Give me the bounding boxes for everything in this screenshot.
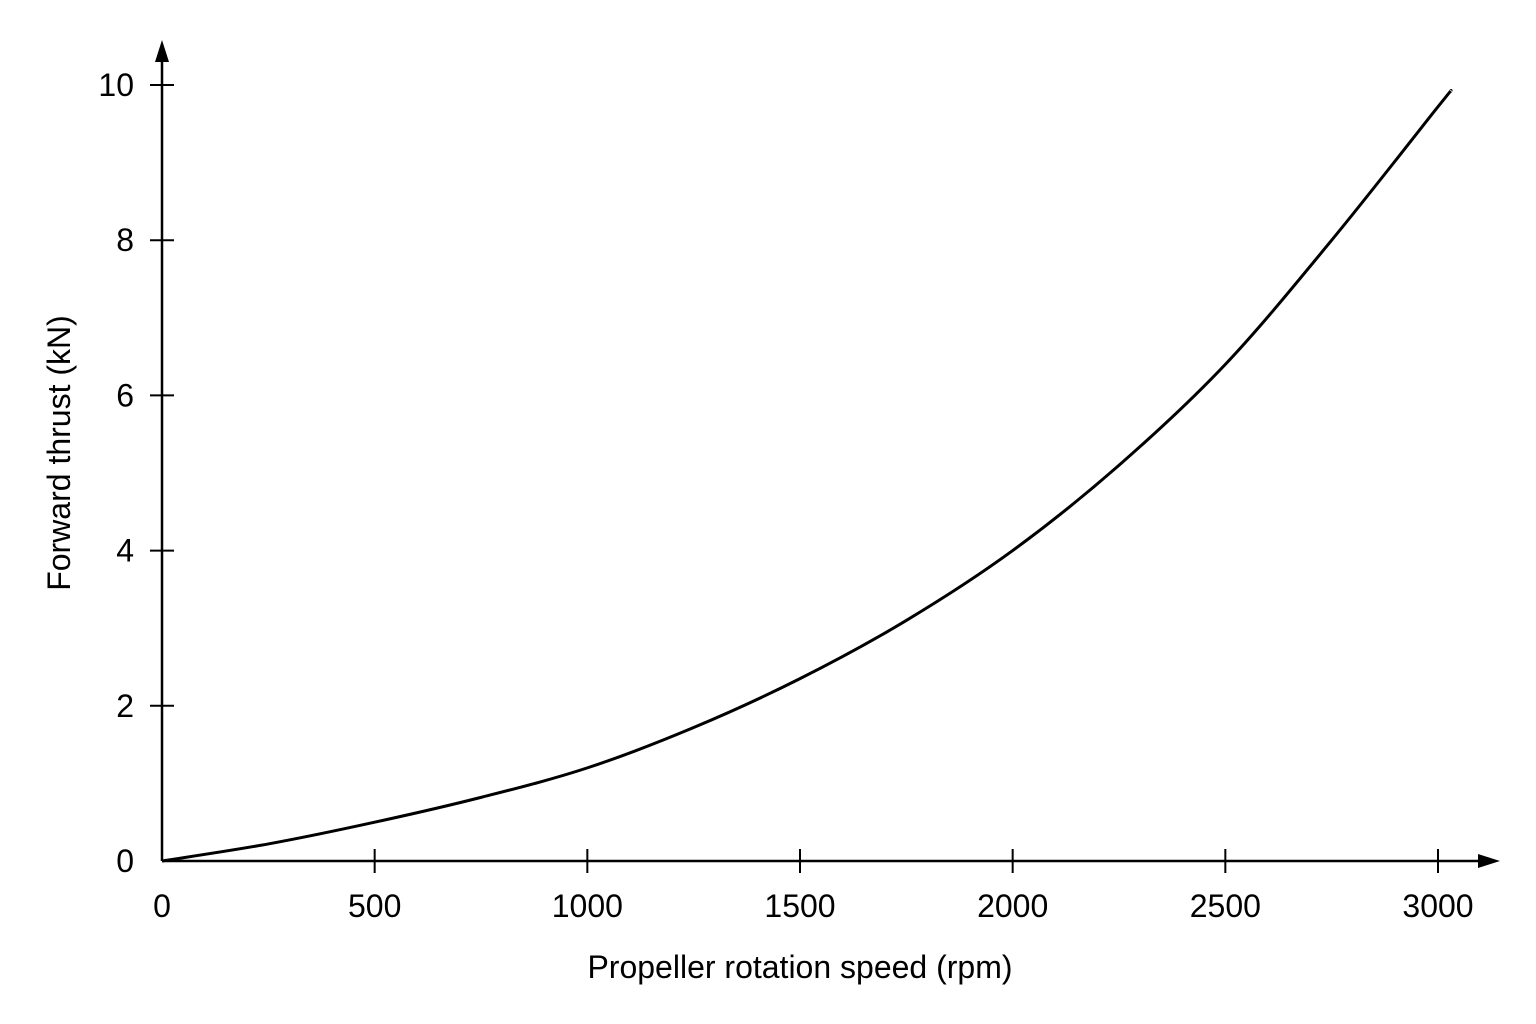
x-tick-label: 2000 [977,888,1048,924]
y-tick-label: 4 [116,533,134,569]
x-axis-arrow-icon [1478,854,1500,868]
y-tick-label: 6 [116,377,134,413]
x-ticks: 0 500 1000 1500 2000 2500 3000 [153,849,1474,924]
x-tick-label: 2500 [1190,888,1261,924]
x-axis-title: Propeller rotation speed (rpm) [587,949,1012,985]
y-axis-title: Forward thrust (kN) [41,315,77,591]
x-tick-label: 1500 [764,888,835,924]
axes [155,40,1500,868]
y-tick-label: 0 [116,843,134,879]
x-tick-label: 500 [348,888,401,924]
y-tick-label: 8 [116,222,134,258]
y-ticks: 0 2 4 6 8 10 [98,67,174,879]
x-tick-label: 0 [153,888,171,924]
thrust-curve [161,89,1453,863]
y-tick-label: 2 [116,688,134,724]
y-axis-arrow-icon [155,40,169,62]
x-tick-label: 3000 [1402,888,1473,924]
y-tick-label: 10 [98,67,134,103]
x-tick-label: 1000 [552,888,623,924]
series-layer [161,89,1453,863]
